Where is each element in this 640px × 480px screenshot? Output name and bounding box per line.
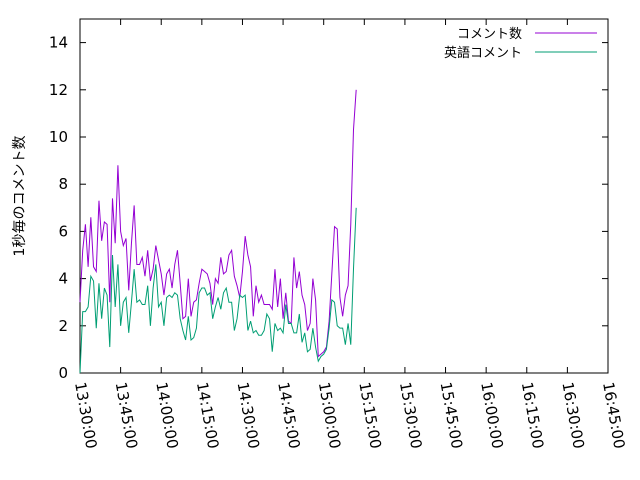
x-axis: 13:30:00 13:45:00 14:00:00 14:15:00 14:30:00… (71, 19, 628, 450)
x-tick-label: 14:00:00 (152, 381, 181, 450)
x-tick-label: 13:30:00 (71, 381, 100, 450)
x-tick-label: 13:45:00 (112, 381, 141, 450)
y-tick-label: 8 (58, 175, 68, 193)
y-axis-title: 1秒毎のコメント数 (12, 136, 28, 257)
x-tick-label: 15:45:00 (437, 381, 466, 450)
x-tick-label: 14:45:00 (274, 381, 303, 450)
x-tick-label: 15:30:00 (396, 381, 425, 450)
y-tick-label: 2 (58, 317, 68, 335)
y-axis-label: 1秒毎のコメント数 (12, 136, 28, 257)
y-tick-label: 6 (58, 222, 68, 240)
x-tick-label: 14:30:00 (234, 381, 263, 450)
x-tick-label: 16:00:00 (477, 381, 506, 450)
series-line-1 (79, 89, 357, 358)
y-tick-label: 12 (49, 81, 68, 99)
x-tick-label: 16:45:00 (599, 381, 628, 450)
x-tick-label: 14:15:00 (193, 381, 222, 450)
legend-label: 英語コメント (444, 45, 522, 61)
y-tick-label: 4 (58, 270, 68, 288)
x-tick-label: 16:15:00 (518, 381, 547, 450)
x-tick-label: 16:30:00 (558, 381, 587, 450)
y-tick-label: 14 (49, 34, 68, 52)
x-tick-label: 15:15:00 (355, 381, 384, 450)
plot-frame (79, 18, 609, 374)
x-tick-label: 15:00:00 (315, 381, 344, 450)
y-tick-label: 0 (58, 364, 68, 382)
series-line-2 (79, 207, 357, 374)
series-layer (79, 89, 357, 374)
legend-label: コメント数 (457, 27, 522, 42)
y-axis: 0 2 4 6 8 10 12 14 (49, 34, 608, 382)
y-tick-label: 10 (49, 128, 68, 146)
